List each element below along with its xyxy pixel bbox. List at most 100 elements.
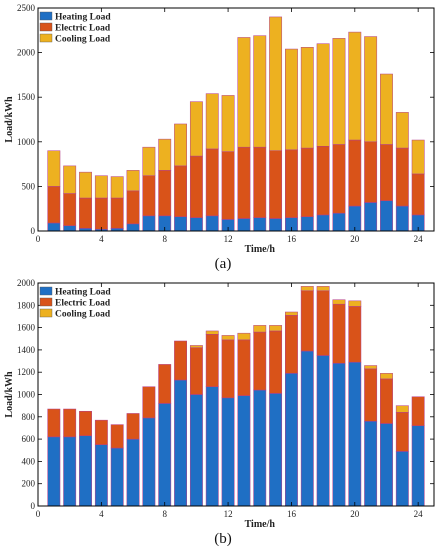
bar-electric-16 bbox=[285, 149, 298, 218]
bar-cooling-9 bbox=[174, 123, 187, 167]
legend-label-heating: Heating Load bbox=[55, 288, 111, 298]
bar-cooling-11 bbox=[205, 93, 219, 150]
bar-heating-1 bbox=[47, 222, 61, 232]
bar-heating-1 bbox=[47, 436, 61, 507]
bar-cooling-23 bbox=[395, 405, 409, 413]
x-tick-label: 20 bbox=[350, 509, 360, 519]
bar-cooling-16 bbox=[285, 311, 298, 316]
bar-electric-23 bbox=[395, 412, 409, 452]
x-tick-label: 20 bbox=[350, 234, 360, 244]
x-tick-label: 16 bbox=[287, 234, 297, 244]
bar-cooling-7 bbox=[142, 146, 156, 176]
bar-electric-2 bbox=[63, 408, 77, 438]
bar-electric-1 bbox=[47, 408, 61, 438]
bar-electric-15 bbox=[269, 150, 283, 219]
bars-a bbox=[47, 16, 425, 232]
y-tick-label: 1600 bbox=[17, 323, 36, 333]
bar-heating-21 bbox=[364, 202, 378, 232]
bar-heating-18 bbox=[316, 355, 330, 507]
bar-electric-4 bbox=[94, 419, 108, 445]
bar-cooling-14 bbox=[253, 35, 267, 148]
bar-cooling-22 bbox=[380, 373, 393, 380]
bar-electric-24 bbox=[411, 396, 425, 426]
x-tick-label: 8 bbox=[162, 509, 167, 519]
x-tick-label: 0 bbox=[36, 234, 41, 244]
caption-b: (b) bbox=[214, 531, 232, 547]
bar-electric-23 bbox=[395, 147, 409, 207]
bar-cooling-19 bbox=[332, 38, 346, 145]
y-tick-label: 0 bbox=[31, 226, 36, 236]
bar-electric-13 bbox=[237, 146, 251, 219]
bar-electric-10 bbox=[189, 155, 203, 218]
bar-cooling-20 bbox=[348, 300, 362, 307]
plot-frame-a bbox=[37, 7, 435, 232]
bar-heating-24 bbox=[411, 425, 425, 507]
bars-b bbox=[47, 286, 425, 507]
bar-electric-2 bbox=[63, 193, 77, 226]
bar-cooling-24 bbox=[411, 139, 425, 175]
y-tick-label: 1000 bbox=[17, 390, 36, 400]
y-tick-label: 1400 bbox=[17, 345, 36, 355]
chart-b: 0 200 400 600 800 1000 1200 1400 1600 1800 2000 0 4 8… bbox=[4, 278, 435, 547]
y-tick-label: 0 bbox=[31, 501, 36, 511]
y-tick-label: 400 bbox=[22, 456, 36, 466]
bar-electric-22 bbox=[380, 378, 393, 424]
bar-electric-14 bbox=[253, 331, 267, 391]
bar-cooling-1 bbox=[47, 150, 61, 187]
bar-electric-15 bbox=[269, 330, 283, 394]
bar-electric-16 bbox=[285, 315, 298, 374]
x-tick-label: 4 bbox=[99, 234, 104, 244]
bar-electric-6 bbox=[126, 413, 140, 440]
bar-heating-15 bbox=[269, 218, 283, 232]
bar-cooling-12 bbox=[221, 335, 235, 341]
bar-electric-1 bbox=[47, 186, 61, 224]
bar-heating-13 bbox=[237, 218, 251, 232]
bar-electric-19 bbox=[332, 144, 346, 214]
bar-heating-2 bbox=[63, 436, 77, 507]
bar-electric-17 bbox=[300, 290, 314, 352]
y-axis-label-a: Load/kWh bbox=[4, 96, 15, 143]
x-tick-label: 24 bbox=[414, 509, 424, 519]
bar-electric-7 bbox=[142, 386, 156, 419]
bar-cooling-3 bbox=[79, 171, 92, 199]
bar-electric-13 bbox=[237, 339, 251, 396]
y-tick-label: 500 bbox=[22, 181, 36, 191]
bar-cooling-21 bbox=[364, 365, 378, 370]
bar-electric-9 bbox=[174, 340, 187, 381]
x-tick-label: 24 bbox=[414, 234, 424, 244]
x-tick-label: 12 bbox=[224, 509, 233, 519]
bar-cooling-12 bbox=[221, 95, 235, 152]
bar-cooling-16 bbox=[285, 48, 298, 151]
y-tick-label: 200 bbox=[22, 479, 36, 489]
y-tick-label: 2500 bbox=[17, 3, 36, 13]
bar-heating-2 bbox=[63, 225, 77, 232]
bar-cooling-14 bbox=[253, 325, 267, 333]
bar-heating-10 bbox=[189, 217, 203, 232]
bar-electric-9 bbox=[174, 165, 187, 217]
bar-heating-19 bbox=[332, 212, 346, 232]
bar-heating-14 bbox=[253, 389, 267, 507]
bar-heating-12 bbox=[221, 397, 235, 507]
bar-cooling-21 bbox=[364, 36, 378, 143]
bar-cooling-4 bbox=[94, 175, 108, 199]
bar-cooling-13 bbox=[237, 37, 251, 148]
bar-electric-5 bbox=[110, 424, 124, 449]
bar-electric-11 bbox=[205, 148, 219, 217]
y-tick-label: 1000 bbox=[17, 137, 36, 147]
x-tick-label: 4 bbox=[99, 509, 104, 519]
bar-electric-20 bbox=[348, 139, 362, 207]
y-tick-label: 1200 bbox=[17, 367, 36, 377]
legend-label-electric: Electric Load bbox=[55, 24, 111, 34]
bar-cooling-10 bbox=[189, 101, 203, 157]
bar-cooling-20 bbox=[348, 31, 362, 141]
bar-electric-21 bbox=[364, 368, 378, 422]
bar-electric-8 bbox=[158, 364, 172, 404]
bar-cooling-2 bbox=[63, 165, 77, 194]
bar-heating-13 bbox=[237, 395, 251, 507]
bar-electric-12 bbox=[221, 339, 235, 399]
legend-label-cooling: Cooling Load bbox=[55, 35, 111, 45]
bar-cooling-22 bbox=[380, 73, 393, 145]
bar-electric-20 bbox=[348, 306, 362, 363]
